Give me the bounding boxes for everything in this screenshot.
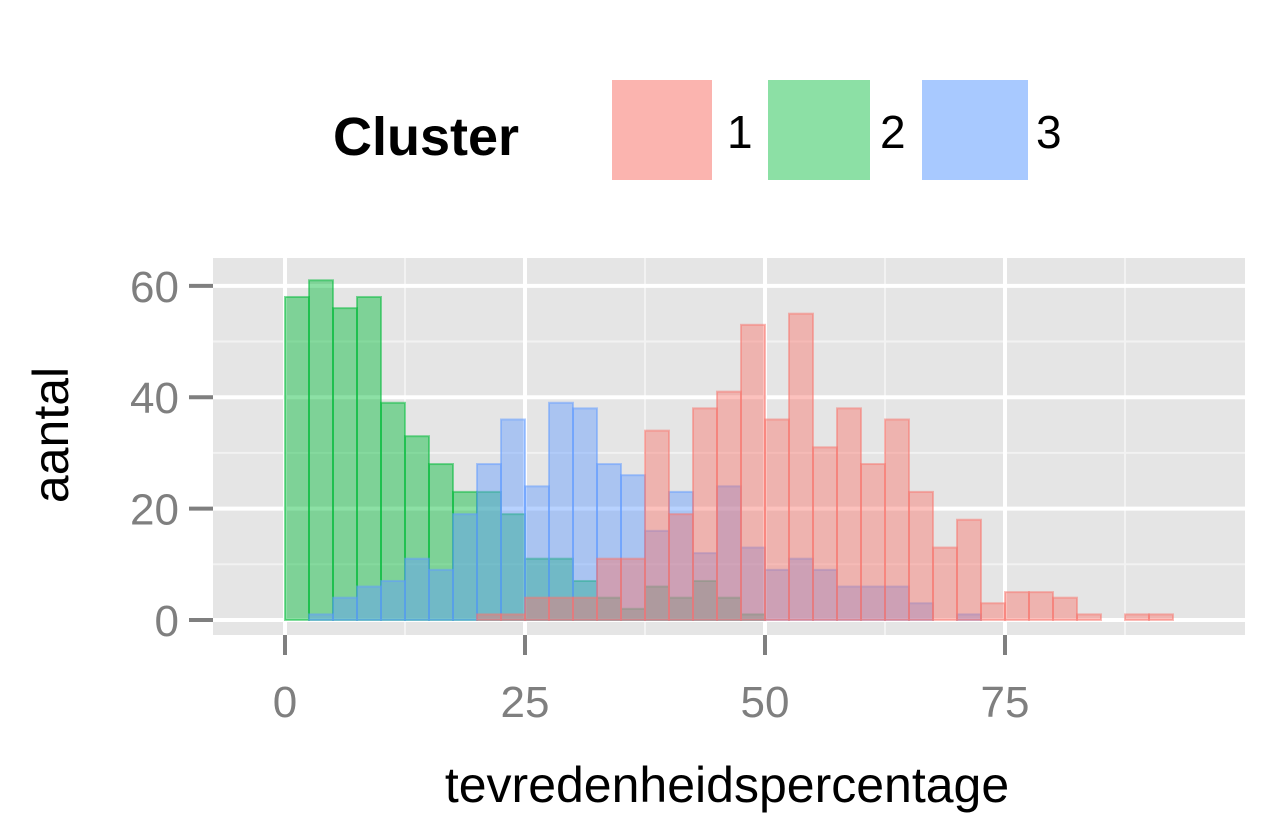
bar-cluster-2 bbox=[284, 295, 310, 621]
bar-cluster-1 bbox=[884, 418, 910, 621]
legend-label-1: 1 bbox=[727, 106, 753, 158]
bar-cluster-1 bbox=[932, 546, 958, 621]
bar-cluster-1 bbox=[716, 390, 742, 621]
bar-cluster-2 bbox=[356, 295, 382, 621]
x-tick-label: 0 bbox=[273, 678, 297, 727]
bar-cluster-1 bbox=[500, 613, 526, 621]
bar-cluster-2 bbox=[332, 307, 358, 621]
bar-cluster-1 bbox=[788, 312, 814, 621]
bar-cluster-1 bbox=[1076, 613, 1102, 621]
axes: 0 25 50 75 0 20 40 60 bbox=[130, 263, 1029, 727]
bar-cluster-1 bbox=[1124, 613, 1150, 621]
bar-cluster-3 bbox=[452, 513, 478, 621]
bar-cluster-1 bbox=[548, 596, 574, 621]
bar-cluster-1 bbox=[908, 490, 934, 621]
legend-key-2 bbox=[768, 80, 870, 180]
bar-cluster-3 bbox=[428, 568, 454, 621]
bar-cluster-3 bbox=[380, 579, 406, 621]
plot-panel bbox=[213, 258, 1245, 635]
bar-cluster-3 bbox=[356, 585, 382, 621]
bar-cluster-1 bbox=[1148, 613, 1174, 621]
bar-cluster-1 bbox=[1028, 591, 1054, 621]
bar-cluster-3 bbox=[476, 463, 502, 621]
bar-cluster-1 bbox=[764, 418, 790, 621]
bar-cluster-1 bbox=[1052, 596, 1078, 621]
legend: Cluster 1 2 3 bbox=[333, 80, 1062, 180]
legend-key-1 bbox=[612, 80, 712, 180]
bar-cluster-3 bbox=[548, 401, 574, 621]
x-tick-label: 75 bbox=[981, 678, 1030, 727]
bar-cluster-1 bbox=[980, 602, 1006, 621]
bar-cluster-1 bbox=[476, 613, 502, 621]
x-tick-label: 50 bbox=[741, 678, 790, 727]
bar-cluster-1 bbox=[524, 596, 550, 621]
y-tick-label: 60 bbox=[130, 263, 179, 312]
bar-cluster-3 bbox=[308, 613, 334, 621]
bar-cluster-3 bbox=[332, 596, 358, 621]
bar-cluster-1 bbox=[644, 429, 670, 621]
bar-cluster-3 bbox=[620, 474, 646, 621]
bar-cluster-1 bbox=[620, 557, 646, 621]
y-axis-title: aantal bbox=[23, 367, 79, 503]
bar-cluster-1 bbox=[668, 513, 694, 621]
bar-cluster-1 bbox=[860, 463, 886, 621]
bar-cluster-3 bbox=[500, 418, 526, 621]
bar-cluster-1 bbox=[740, 323, 766, 621]
bar-cluster-1 bbox=[812, 446, 838, 621]
bar-cluster-1 bbox=[572, 596, 598, 621]
legend-label-3: 3 bbox=[1036, 106, 1062, 158]
y-tick-label: 20 bbox=[130, 486, 179, 535]
bar-cluster-1 bbox=[836, 407, 862, 621]
bar-cluster-1 bbox=[692, 407, 718, 621]
x-axis-title: tevredenheidspercentage bbox=[445, 757, 1009, 813]
bar-cluster-3 bbox=[404, 557, 430, 621]
y-tick-label: 40 bbox=[130, 374, 179, 423]
bar-cluster-1 bbox=[956, 518, 982, 621]
bar-cluster-3 bbox=[572, 407, 598, 621]
legend-key-3 bbox=[922, 80, 1028, 180]
bar-cluster-2 bbox=[308, 279, 334, 621]
legend-title: Cluster bbox=[333, 107, 519, 167]
bars bbox=[284, 279, 1174, 621]
y-tick-label: 0 bbox=[155, 597, 179, 646]
bar-cluster-3 bbox=[596, 463, 622, 621]
legend-label-2: 2 bbox=[880, 106, 906, 158]
x-tick-label: 25 bbox=[501, 678, 550, 727]
bar-cluster-1 bbox=[596, 557, 622, 621]
bar-cluster-1 bbox=[1004, 591, 1030, 621]
bar-cluster-3 bbox=[644, 529, 670, 621]
